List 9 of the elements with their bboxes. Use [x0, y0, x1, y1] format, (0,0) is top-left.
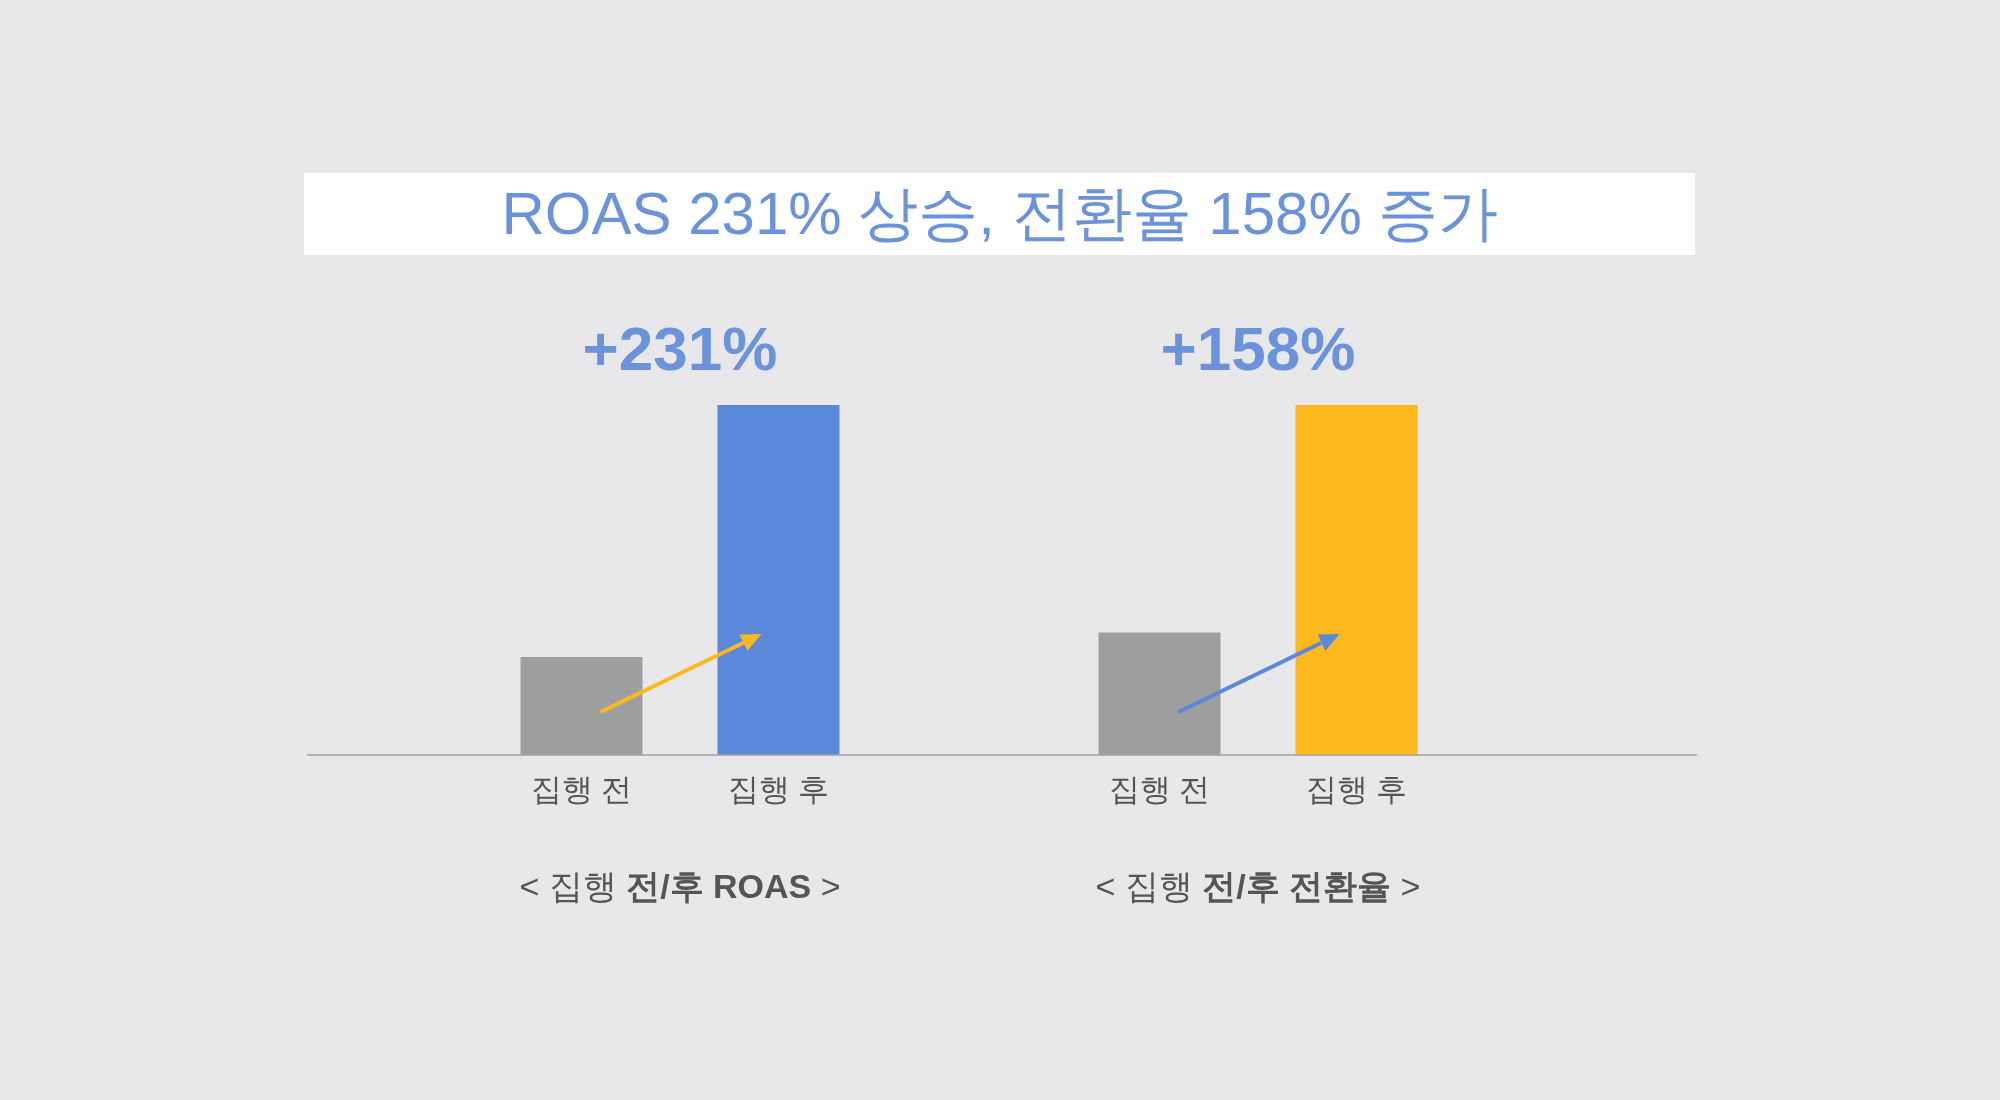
text: ROAS 231% 상승, 전환율 158% 증가 [501, 180, 1499, 247]
x-tick-label: 집행 전 [530, 772, 633, 807]
x-axis-title: < 집행 전/후 전환율 > [1095, 867, 1421, 905]
x-tick-label: 집행 후 [1305, 772, 1408, 807]
chart-subtitle: +158% [1160, 314, 1356, 383]
x-tick-label: 집행 전 [1108, 772, 1211, 807]
x-axis-title: < 집행 전/후 ROAS > [519, 867, 841, 905]
x-tick-label: 집행 후 [727, 772, 830, 807]
chart-subtitle: +231% [582, 314, 778, 383]
